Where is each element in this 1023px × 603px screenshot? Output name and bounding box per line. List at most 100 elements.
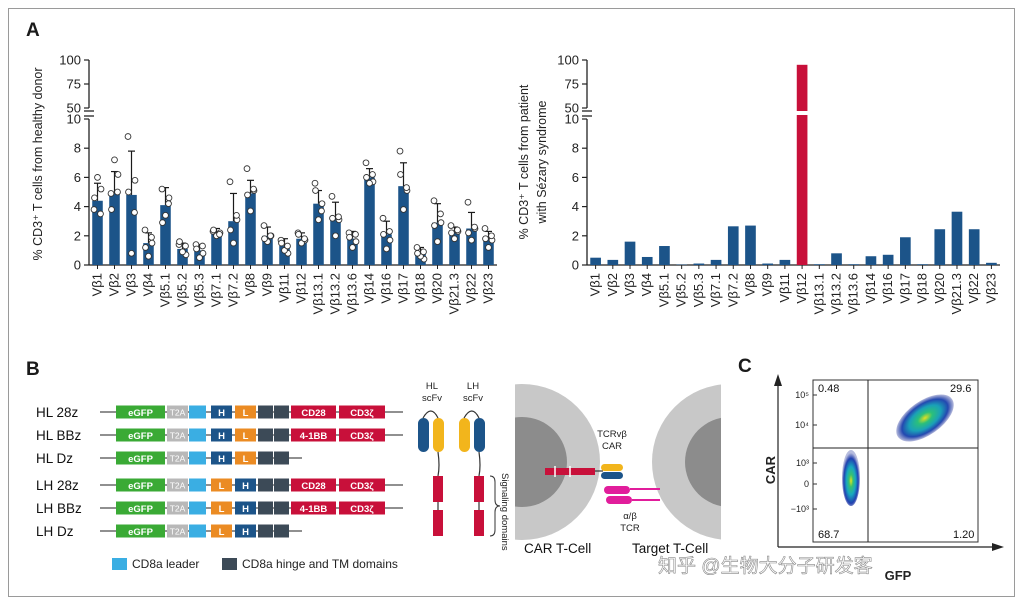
c1-data-point (145, 252, 152, 260)
cd8-tm-segment (274, 428, 289, 442)
c1-data-point (196, 254, 203, 262)
legend-cd8-leader-label: CD8a leader (132, 557, 199, 571)
c2-xtick-label: Vβ3 (622, 273, 637, 296)
c1-data-point (230, 239, 237, 247)
flow-ytick-0: 0 (804, 479, 809, 489)
c1-data-point (437, 210, 444, 218)
c1-xtick-label: Vβ7.1 (209, 273, 224, 307)
c1-data-point (352, 230, 359, 238)
car-construct-diagrams: HL 28z eGFP T2A H L CD28 CD3ζ HL BBz eGFP T2A H L 4-… (36, 405, 403, 539)
c1-bar (245, 193, 256, 265)
heavy-chain-segment (235, 478, 256, 492)
chart1-ylabel: % CD3⁺ T cells from healthy donor (31, 67, 45, 260)
c1-ytick-label: 2 (74, 228, 81, 243)
sezary-patient-bar-chart: % CD3⁺ T cells from patient with Sézary … (517, 53, 1000, 314)
c2-xtick-label: Vβ13.2 (829, 273, 844, 314)
c1-xtick-label: Vβ5.2 (175, 273, 190, 307)
cd8-leader-segment (189, 478, 206, 492)
light-chain-segment (211, 501, 232, 515)
t2a-segment-label: T2A (170, 431, 186, 441)
target-t-cell-label: Target T-Cell (632, 541, 708, 556)
construct-label: HL BBz (36, 428, 82, 443)
c1-data-point (311, 179, 319, 187)
costim-segment-label: CD28 (301, 481, 325, 492)
c2-ytick-label: 50 (565, 101, 579, 116)
c2-bar (831, 253, 842, 265)
c2-bar (710, 259, 722, 265)
c2-bar (968, 229, 980, 265)
egfp-segment (116, 524, 165, 538)
c2-xtick-label: Vβ18 (915, 273, 930, 304)
c1-data-point (158, 185, 166, 193)
c1-data-point (482, 235, 489, 243)
c1-data-point (233, 212, 240, 219)
c1-data-point (179, 248, 186, 256)
c1-data-point (193, 245, 200, 253)
construct-label: LH Dz (36, 524, 74, 539)
chart1-bars (90, 133, 496, 265)
ab-tcr-label-2: TCR (620, 523, 640, 534)
t2a-segment-label: T2A (170, 408, 186, 418)
lh-stalk (478, 451, 481, 477)
tcr-alpha-chain (604, 486, 630, 494)
c1-data-point (199, 249, 207, 257)
c1-data-point (346, 233, 353, 241)
c1-data-point (227, 226, 234, 234)
c1-data-point (216, 230, 223, 238)
c1-data-point (332, 232, 339, 240)
c1-xtick-label: Vβ18 (413, 273, 428, 304)
c1-data-point (301, 235, 308, 243)
cd3z-segment (339, 478, 385, 492)
c2-bar (986, 262, 997, 265)
c2-bar (727, 226, 739, 265)
car-light-domain (601, 464, 623, 471)
c1-data-point (447, 222, 455, 229)
legend-cd8-leader-swatch (112, 558, 127, 570)
c1-data-point (159, 219, 166, 227)
c2-xtick-label: Vβ4 (639, 273, 654, 296)
c2-xtick-label: Vβ23 (983, 273, 998, 304)
signaling-brace (489, 475, 501, 537)
c1-data-point (295, 230, 302, 238)
c2-bar (745, 225, 756, 265)
c1-data-point (383, 245, 390, 253)
costim-segment (291, 478, 336, 492)
c1-data-point (468, 236, 475, 244)
c1-data-point (131, 209, 138, 216)
panel-a-letter: A (26, 20, 40, 41)
cd8-leader-segment (189, 405, 206, 419)
cd8-hinge-segment (258, 451, 273, 465)
c1-data-point (396, 147, 404, 155)
c1-data-point (141, 226, 149, 234)
t2a-segment (167, 478, 188, 492)
c2-bar (951, 211, 963, 265)
c1-data-point (430, 197, 438, 205)
c1-xtick-label: Vβ2 (107, 273, 122, 296)
construct-label: HL Dz (36, 451, 73, 466)
c2-ytick-label: 10 (565, 112, 579, 127)
c2-bar (607, 259, 619, 265)
c2-xtick-label: Vβ7.2 (725, 273, 740, 307)
t2a-segment-label: T2A (170, 481, 186, 491)
light-chain-segment (211, 524, 232, 538)
c1-data-point (250, 185, 257, 193)
c1-data-point (107, 190, 115, 197)
c2-xtick-label: Vβ9 (760, 273, 775, 296)
c1-data-point (90, 206, 98, 213)
chart2-ylabel-part2: with Sézary syndrome (535, 100, 549, 224)
egfp-segment-label: eGFP (128, 481, 153, 492)
c1-data-point (91, 194, 98, 202)
ab-tcr-label-1: α/β (623, 511, 637, 522)
c2-xtick-label: Vβ16 (880, 273, 895, 304)
c1-ytick-label: 0 (74, 258, 81, 273)
c1-xtick-label: Vβ11 (277, 273, 292, 303)
car-t-cell-nucleus (515, 417, 567, 507)
c2-bar (590, 257, 601, 265)
hl-stalk (437, 451, 440, 477)
c2-xtick-label: Vβ7.1 (708, 273, 723, 307)
c1-data-point (403, 184, 410, 191)
c1-xtick-label: Vβ13.1 (311, 273, 326, 314)
c2-bar (762, 263, 774, 265)
